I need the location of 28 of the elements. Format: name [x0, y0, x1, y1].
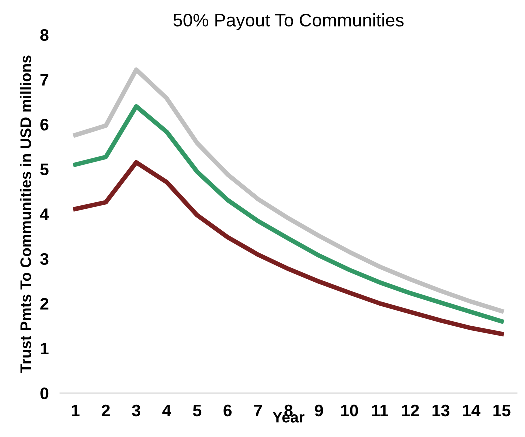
y-tick-label: 8: [40, 29, 49, 42]
x-tick-label: 6: [224, 404, 232, 417]
x-tick-label: 3: [132, 404, 141, 417]
x-tick-label: 2: [102, 404, 110, 416]
line-series: [73, 160, 504, 336]
y-tick-label: 0: [40, 388, 49, 400]
y-tick-label: 5: [40, 164, 49, 176]
line-series: [73, 68, 504, 314]
x-tick-label: 14: [463, 405, 481, 416]
y-axis-title: Trust Pmts To Communities in USD millions: [20, 56, 32, 373]
y-tick-label: 7: [40, 74, 49, 86]
x-tick-label: 9: [315, 404, 324, 417]
chart-title: 50% Payout To Communities: [174, 14, 404, 30]
x-tick-label: 5: [193, 405, 202, 417]
x-tick-label: 1: [72, 405, 80, 416]
x-tick-label: 4: [162, 405, 172, 416]
x-tick-label: 13: [432, 404, 450, 417]
y-tick-label: 4: [40, 208, 50, 220]
x-tick-label: 12: [402, 404, 420, 416]
x-tick-label: 11: [372, 405, 388, 416]
y-tick-label: 1: [41, 343, 49, 355]
x-tick-label: 15: [494, 405, 511, 417]
y-tick-label: 6: [40, 118, 49, 131]
line-series: [73, 104, 504, 324]
y-tick-label: 3: [40, 253, 49, 266]
x-tick-label: 7: [254, 405, 262, 416]
x-tick-label: 10: [341, 404, 358, 417]
y-tick-label: 2: [40, 298, 49, 310]
